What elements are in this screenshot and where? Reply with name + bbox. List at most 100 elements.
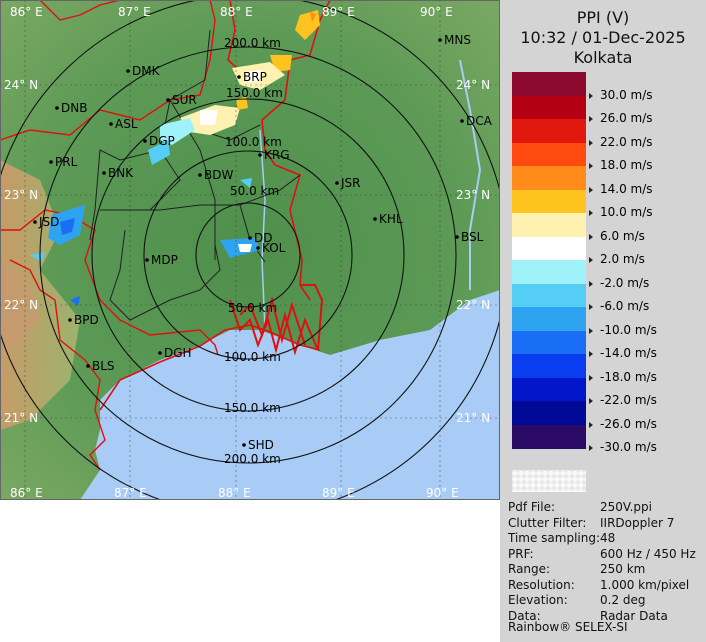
river-2 (259, 129, 266, 331)
lat-label-left-22: 22° N (4, 298, 38, 312)
ring-label-100-s: 100.0 km (224, 350, 281, 364)
legend-tick-icon (589, 116, 593, 122)
metadata-key: Range: (508, 562, 551, 576)
legend-swatch (512, 307, 586, 331)
city-label-mns: MNS (444, 33, 471, 47)
city-marker-mns (438, 38, 442, 42)
city-label-dmk: DMK (132, 64, 161, 78)
legend-tick-icon (589, 257, 593, 263)
lon-label-top-87: 87° E (118, 5, 151, 19)
ring-label-200-s: 200.0 km (224, 452, 281, 466)
city-marker-jsr (335, 181, 339, 185)
metadata-key: Data: (508, 608, 541, 623)
city-label-bpd: BPD (74, 313, 99, 327)
graticule (0, 0, 500, 500)
lon-label-top-86: 86° E (10, 5, 43, 19)
legend-label: -6.0 m/s (600, 299, 650, 313)
ring-label-150-s: 150.0 km (224, 401, 281, 415)
ring-label-50: 50.0 km (230, 184, 279, 198)
legend-tick-icon (589, 139, 593, 146)
product-title: PPI (V) (576, 8, 630, 27)
legend-swatch (512, 213, 586, 237)
city-label-dgh: DGH (164, 346, 192, 360)
city-marker-sur (166, 98, 170, 102)
city-marker-dgh (158, 351, 162, 355)
legend-tick-icon (589, 445, 593, 451)
legend-label: 22.0 m/s (600, 134, 653, 149)
city-marker-bls (86, 364, 90, 368)
legend-swatch (512, 189, 586, 214)
legend-label: -18.0 m/s (600, 369, 657, 384)
legend-tick-icon (589, 351, 593, 357)
metadata-key: Time sampling: (508, 531, 601, 545)
legend-tick-icon (589, 398, 593, 404)
lat-label-left-21: 21° N (4, 411, 38, 425)
lon-label-bot-90: 90° E (426, 486, 459, 500)
legend-swatch (512, 95, 586, 120)
lat-label-right-24: 24° N (456, 78, 490, 92)
metadata-value: 0.2 deg (600, 593, 646, 607)
city-label-dgp: DGP (149, 134, 175, 148)
legend-label: -10.0 m/s (600, 322, 657, 337)
city-marker-bpd (68, 318, 72, 322)
legend-swatch (512, 72, 586, 96)
state-boundary-west (0, 0, 219, 356)
lon-label-bot-88: 88° E (218, 486, 251, 500)
city-label-bsl: BSL (461, 230, 484, 244)
legend-tick-icon (589, 374, 593, 381)
legend-tick-icon (589, 92, 593, 99)
city-label-mdp: MDP (151, 253, 178, 267)
radar-map: 50.0 km 100.0 km 150.0 km 200.0 km 50.0 … (0, 0, 500, 500)
city-marker-jsd (33, 220, 37, 224)
legend-label: 6.0 m/s (600, 228, 645, 243)
city-label-jsr: JSR (340, 176, 361, 190)
city-marker-shd (242, 443, 246, 447)
legend-swatch (512, 401, 586, 425)
metadata-value: 250V.ppi (600, 500, 652, 514)
city-marker-asl (109, 122, 113, 126)
western-highland (0, 160, 80, 430)
city-marker-dca (460, 119, 464, 123)
city-label-shd: SHD (248, 438, 274, 452)
legend-swatch (512, 377, 586, 402)
legend-label: 14.0 m/s (600, 181, 653, 196)
city-label-dnb: DNB (61, 101, 87, 115)
metadata-value: 250 km (600, 562, 646, 576)
lat-label-right-23: 23° N (456, 188, 490, 202)
river (459, 59, 482, 290)
legend-swatch (512, 424, 586, 449)
city-label-bnk: BNK (108, 166, 134, 180)
coastline (99, 324, 321, 411)
state-boundary-south (9, 259, 106, 471)
metadata-key: PRF: (508, 546, 534, 561)
city-label-brp: BRP (243, 70, 267, 84)
city-marker-krg (258, 153, 262, 157)
ring-label-150: 150.0 km (226, 86, 283, 100)
lat-label-left-24: 24° N (4, 78, 38, 92)
ring-label-100: 100.0 km (225, 135, 282, 149)
metadata-key: Elevation: (508, 593, 568, 607)
city-label-sur: SUR (172, 93, 197, 107)
lat-label-right-21: 21° N (456, 411, 490, 425)
legend-label: 26.0 m/s (600, 111, 653, 125)
legend-label: -2.0 m/s (600, 275, 650, 290)
city-label-dd: DD (254, 231, 272, 245)
city-marker-mdp (145, 258, 149, 262)
ring-label-200: 200.0 km (224, 36, 281, 50)
footer-credit: Rainbow® SELEX-SI (508, 620, 628, 634)
legend-nodata-swatch (512, 470, 586, 492)
legend-swatch (512, 119, 586, 143)
metadata-key: Pdf File: (508, 500, 556, 514)
lon-label-top-88: 88° E (220, 5, 253, 19)
city-label-bls: BLS (92, 359, 115, 373)
legend-swatch (512, 283, 586, 308)
legend-label: -22.0 m/s (600, 393, 657, 407)
legend-tick-icon (589, 327, 593, 334)
metadata-value: 1.000 km/pixel (600, 577, 690, 592)
legend-label: 30.0 m/s (600, 87, 653, 102)
legend-label: 2.0 m/s (600, 252, 645, 266)
legend-swatch (512, 330, 586, 355)
city-label-krg: KRG (264, 148, 290, 162)
district-boundaries (89, 29, 301, 321)
city-marker-bnk (102, 171, 106, 175)
